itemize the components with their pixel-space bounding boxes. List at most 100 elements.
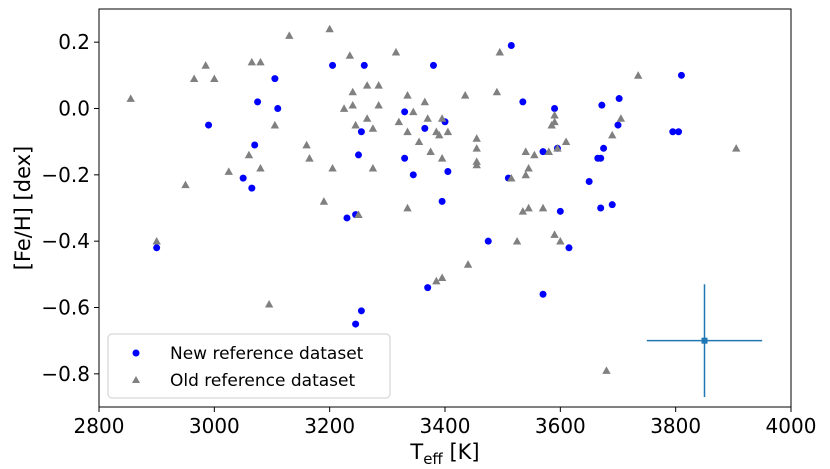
data-point-old [495, 47, 504, 56]
data-point-new [153, 244, 161, 252]
data-point-old [285, 31, 294, 39]
data-point-old [328, 164, 337, 172]
data-point-old [602, 366, 611, 374]
x-tick-label: 3200 [304, 414, 355, 438]
data-point-new [608, 201, 616, 209]
data-point-old [472, 134, 481, 142]
data-point-old [437, 154, 447, 162]
data-point-old [325, 24, 334, 33]
data-point-old [423, 114, 432, 122]
x-tick-label: 3800 [650, 414, 701, 438]
x-tick-label: 3600 [535, 414, 586, 438]
data-point-old [544, 147, 553, 155]
data-point-new [598, 101, 606, 109]
data-point-old [530, 150, 539, 159]
legend-label-new: New reference dataset [170, 344, 364, 364]
data-point-old [460, 91, 470, 99]
x-axis-label-unit: [K] [443, 440, 480, 464]
data-point-new [519, 98, 527, 106]
x-tick-label: 3000 [189, 414, 240, 438]
data-point-new [444, 168, 452, 176]
data-point-old [472, 144, 481, 152]
x-tick-label: 2800 [74, 414, 125, 438]
data-point-new [239, 174, 247, 182]
y-axis-label: [Fe/H] [dex] [11, 146, 35, 270]
legend: New reference dataset Old reference data… [107, 333, 391, 399]
data-point-old [305, 154, 314, 162]
data-point-new [251, 141, 259, 149]
data-point-old [553, 144, 562, 152]
data-point-old [210, 74, 219, 83]
data-point-new [357, 128, 365, 136]
data-point-old [348, 87, 357, 96]
legend-box [107, 333, 391, 399]
data-point-new [424, 284, 432, 292]
data-point-old [524, 164, 533, 172]
data-point-new [539, 290, 547, 298]
data-point-old [437, 114, 447, 122]
data-point-new [343, 214, 351, 222]
data-point-old [152, 236, 161, 245]
y-tick-label: −0.2 [41, 163, 90, 187]
data-point-old [608, 130, 617, 139]
data-point-old [126, 94, 135, 102]
data-point-old [244, 150, 254, 159]
data-point-new [409, 171, 417, 179]
x-tick-label: 3400 [420, 414, 471, 438]
data-point-old [374, 100, 383, 109]
data-point-old [521, 170, 530, 179]
data-point-old [512, 236, 522, 245]
data-point-old [492, 87, 502, 96]
data-point-new [484, 237, 492, 245]
data-point-new [360, 61, 368, 69]
data-point-old [224, 167, 233, 175]
data-point-new [597, 154, 605, 162]
x-axis-label-subscript: eff [423, 450, 443, 468]
data-point-old [247, 57, 257, 66]
data-point-new [329, 61, 337, 69]
data-point-new [271, 75, 279, 83]
data-point-new [551, 105, 559, 112]
data-point-old [420, 97, 430, 106]
data-point-old [550, 230, 559, 238]
data-point-old [521, 147, 530, 155]
data-point-new [254, 98, 262, 106]
data-point-old [181, 180, 190, 189]
data-point-old [437, 273, 447, 282]
data-point-old [550, 110, 559, 119]
data-point-old [394, 117, 404, 126]
data-point-old [270, 120, 280, 129]
data-point-new [248, 184, 256, 192]
data-point-old [616, 114, 626, 122]
data-point-new [585, 177, 593, 185]
data-point-new [438, 197, 446, 205]
data-point-old [732, 144, 741, 152]
data-point-new [401, 154, 409, 162]
data-point-old [189, 74, 199, 83]
data-point-old [426, 147, 435, 155]
data-point-old [409, 107, 418, 116]
points-layer [126, 24, 741, 374]
data-point-new [507, 41, 515, 49]
errorbar-center [701, 337, 708, 344]
data-point-old [432, 276, 441, 285]
errorbar [646, 284, 763, 398]
data-point-old [201, 61, 210, 69]
legend-marker-old [132, 376, 140, 383]
data-point-new [597, 204, 605, 212]
legend-label-old: Old reference dataset [170, 371, 355, 391]
data-point-old [374, 81, 383, 89]
data-point-old [507, 173, 516, 182]
data-point-old [345, 51, 355, 59]
data-point-old [463, 260, 473, 268]
data-point-new [565, 244, 573, 252]
data-point-old [561, 137, 571, 146]
data-point-old [556, 236, 565, 245]
data-point-new [352, 320, 360, 328]
data-point-old [302, 140, 311, 149]
data-point-new [401, 108, 409, 116]
data-point-new [669, 128, 677, 136]
data-point-old [362, 114, 372, 122]
data-point-new [615, 95, 623, 103]
